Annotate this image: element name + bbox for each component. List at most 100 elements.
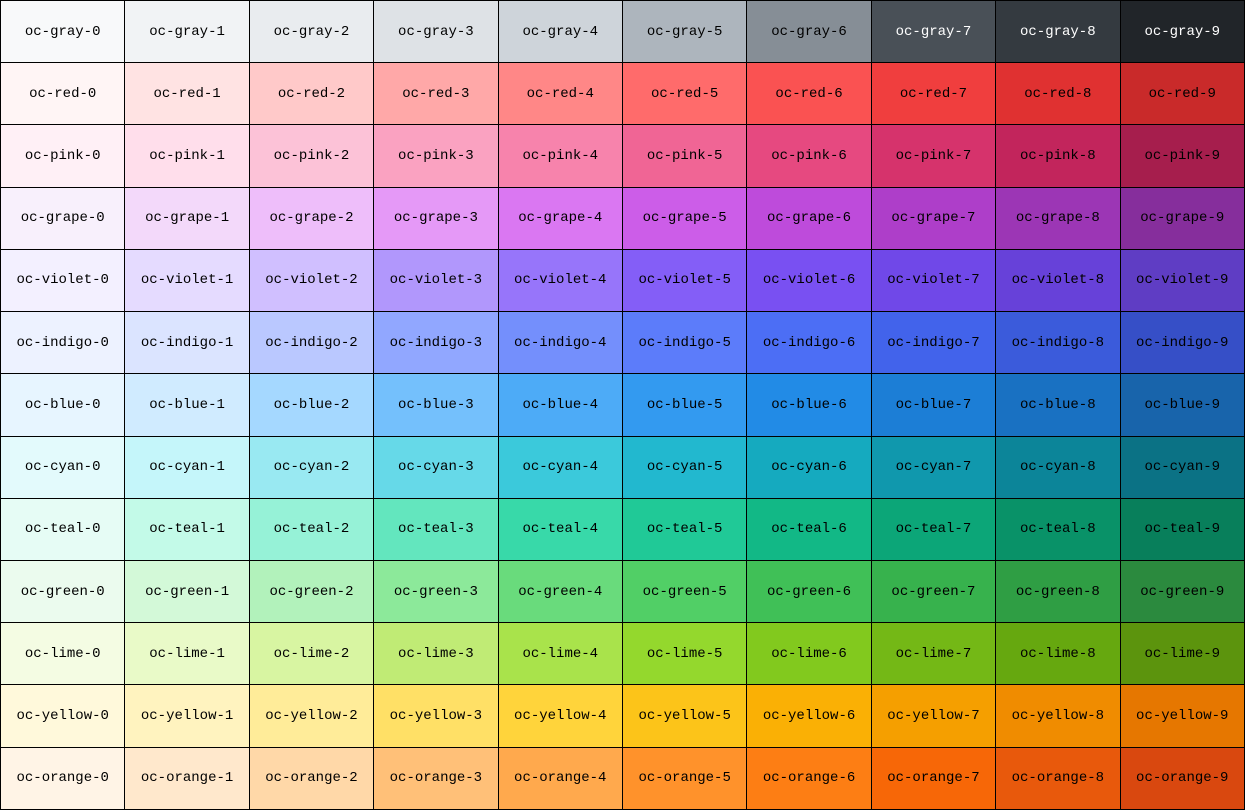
color-swatch: oc-gray-9: [1119, 0, 1245, 64]
color-swatch: oc-blue-9: [1119, 373, 1245, 437]
color-swatch: oc-violet-9: [1119, 248, 1245, 313]
color-swatch: oc-gray-0: [0, 0, 126, 64]
color-swatch: oc-green-2: [248, 559, 375, 624]
color-swatch: oc-pink-9: [1119, 124, 1245, 188]
color-swatch: oc-lime-7: [870, 622, 997, 686]
color-swatch: oc-teal-3: [373, 497, 499, 561]
color-swatch: oc-blue-4: [497, 373, 623, 437]
palette-row-blue: oc-blue-0 oc-blue-1 oc-blue-2 oc-blue-3 oc-b…: [0, 373, 1245, 437]
palette-row-green: oc-green-0 oc-green-1 oc-green-2 oc-green-3…: [0, 559, 1245, 624]
color-swatch: oc-teal-9: [1119, 497, 1245, 561]
color-swatch: oc-violet-5: [621, 248, 748, 313]
color-swatch: oc-orange-1: [124, 746, 250, 810]
color-swatch: oc-orange-8: [995, 746, 1121, 810]
color-swatch: oc-green-1: [124, 559, 250, 624]
palette-row-teal: oc-teal-0 oc-teal-1 oc-teal-2 oc-teal-3 oc-t…: [0, 497, 1245, 561]
color-swatch: oc-indigo-0: [0, 311, 126, 375]
color-swatch: oc-green-8: [995, 559, 1121, 624]
color-swatch: oc-red-1: [124, 62, 250, 126]
color-swatch: oc-blue-5: [621, 373, 748, 437]
palette-row-yellow: oc-yellow-0 oc-yellow-1 oc-yellow-2 oc-yell…: [0, 684, 1245, 748]
color-swatch: oc-pink-7: [870, 124, 997, 188]
color-swatch: oc-violet-3: [373, 248, 499, 313]
color-swatch: oc-green-9: [1119, 559, 1245, 624]
color-swatch: oc-cyan-4: [497, 435, 623, 499]
color-swatch: oc-grape-8: [995, 186, 1121, 250]
color-swatch: oc-indigo-4: [497, 311, 623, 375]
color-swatch: oc-grape-6: [746, 186, 872, 250]
color-swatch: oc-red-3: [373, 62, 499, 126]
color-swatch: oc-pink-0: [0, 124, 126, 188]
color-swatch: oc-violet-8: [995, 248, 1121, 313]
color-swatch: oc-gray-7: [870, 0, 997, 64]
color-swatch: oc-indigo-8: [995, 311, 1121, 375]
color-swatch: oc-yellow-7: [870, 684, 997, 748]
palette-row-gray: oc-gray-0 oc-gray-1 oc-gray-2 oc-gray-3 oc-g…: [0, 0, 1245, 64]
color-swatch: oc-yellow-3: [373, 684, 499, 748]
color-swatch: oc-teal-7: [870, 497, 997, 561]
color-swatch: oc-grape-4: [497, 186, 623, 250]
color-swatch: oc-gray-3: [373, 0, 499, 64]
color-swatch: oc-pink-8: [995, 124, 1121, 188]
palette-row-pink: oc-pink-0 oc-pink-1 oc-pink-2 oc-pink-3 oc-p…: [0, 124, 1245, 188]
color-swatch: oc-pink-6: [746, 124, 872, 188]
color-swatch: oc-orange-7: [870, 746, 997, 810]
color-swatch: oc-green-4: [497, 559, 623, 624]
palette-row-red: oc-red-0 oc-red-1 oc-red-2 oc-red-3 oc-red-4…: [0, 62, 1245, 126]
color-swatch: oc-pink-1: [124, 124, 250, 188]
color-swatch: oc-lime-0: [0, 622, 126, 686]
palette-row-indigo: oc-indigo-0 oc-indigo-1 oc-indigo-2 oc-indi…: [0, 311, 1245, 375]
color-swatch: oc-green-0: [0, 559, 126, 624]
color-swatch: oc-teal-5: [621, 497, 748, 561]
color-swatch: oc-indigo-3: [373, 311, 499, 375]
color-swatch: oc-blue-6: [746, 373, 872, 437]
color-swatch: oc-teal-0: [0, 497, 126, 561]
color-swatch: oc-violet-6: [746, 248, 872, 313]
color-swatch: oc-green-3: [373, 559, 499, 624]
color-swatch: oc-violet-7: [870, 248, 997, 313]
color-swatch: oc-yellow-9: [1119, 684, 1245, 748]
color-swatch: oc-teal-8: [995, 497, 1121, 561]
color-swatch: oc-indigo-7: [870, 311, 997, 375]
color-swatch: oc-orange-3: [373, 746, 499, 810]
color-swatch: oc-red-9: [1119, 62, 1245, 126]
color-swatch: oc-yellow-1: [124, 684, 250, 748]
color-swatch: oc-blue-8: [995, 373, 1121, 437]
palette-row-cyan: oc-cyan-0 oc-cyan-1 oc-cyan-2 oc-cyan-3 oc-c…: [0, 435, 1245, 499]
color-swatch: oc-teal-1: [124, 497, 250, 561]
palette-row-grape: oc-grape-0 oc-grape-1 oc-grape-2 oc-grape-3…: [0, 186, 1245, 250]
color-swatch: oc-lime-6: [746, 622, 872, 686]
color-swatch: oc-cyan-6: [746, 435, 872, 499]
color-swatch: oc-pink-5: [621, 124, 748, 188]
color-swatch: oc-gray-2: [248, 0, 375, 64]
color-swatch: oc-orange-2: [248, 746, 375, 810]
color-swatch: oc-orange-5: [621, 746, 748, 810]
palette-row-violet: oc-violet-0 oc-violet-1 oc-violet-2 oc-viol…: [0, 248, 1245, 313]
color-swatch: oc-grape-9: [1119, 186, 1245, 250]
color-swatch: oc-lime-1: [124, 622, 250, 686]
color-swatch: oc-red-0: [0, 62, 126, 126]
color-swatch: oc-cyan-5: [621, 435, 748, 499]
color-swatch: oc-grape-5: [621, 186, 748, 250]
color-swatch: oc-lime-8: [995, 622, 1121, 686]
color-swatch: oc-lime-4: [497, 622, 623, 686]
color-swatch: oc-cyan-8: [995, 435, 1121, 499]
color-swatch: oc-blue-1: [124, 373, 250, 437]
color-swatch: oc-green-5: [621, 559, 748, 624]
color-swatch: oc-red-4: [497, 62, 623, 126]
color-swatch: oc-cyan-7: [870, 435, 997, 499]
color-swatch: oc-yellow-5: [621, 684, 748, 748]
color-swatch: oc-lime-3: [373, 622, 499, 686]
color-swatch: oc-cyan-3: [373, 435, 499, 499]
color-swatch: oc-cyan-0: [0, 435, 126, 499]
color-swatch: oc-red-8: [995, 62, 1121, 126]
color-swatch: oc-yellow-6: [746, 684, 872, 748]
color-swatch: oc-gray-8: [995, 0, 1121, 64]
color-swatch: oc-gray-6: [746, 0, 872, 64]
color-swatch: oc-teal-6: [746, 497, 872, 561]
color-swatch: oc-orange-9: [1119, 746, 1245, 810]
color-swatch: oc-red-2: [248, 62, 375, 126]
color-swatch: oc-lime-2: [248, 622, 375, 686]
